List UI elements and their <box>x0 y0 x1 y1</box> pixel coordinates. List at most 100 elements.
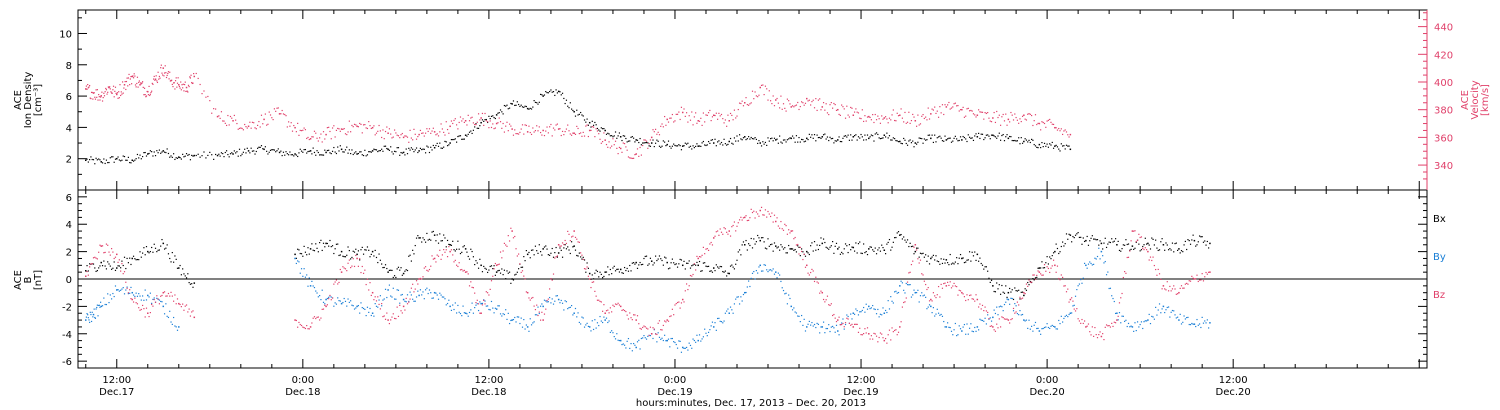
bottom-series-by-point <box>1068 313 1070 316</box>
top-series-0-point <box>706 144 708 146</box>
y-tick-label-left: -4 <box>62 330 72 341</box>
bottom-series-bx-point <box>612 267 614 269</box>
bottom-series-by-point <box>131 291 134 294</box>
top-series-0-point <box>466 135 468 137</box>
bottom-series-by-point <box>1059 322 1061 325</box>
bottom-series-bx-point <box>949 253 951 256</box>
top-series-1-point <box>810 104 812 106</box>
top-series-0-point <box>515 104 517 106</box>
bottom-series-bz-point <box>516 255 518 257</box>
top-series-1-point <box>91 91 93 94</box>
bottom-series-bz-point <box>704 253 706 255</box>
top-series-1-point <box>608 141 610 143</box>
top-series-1-point <box>704 121 706 123</box>
bottom-series-bx-point <box>988 277 990 279</box>
bottom-series-by-point <box>989 317 991 319</box>
bottom-series-bx-point <box>1153 244 1155 246</box>
bottom-series-bz-point <box>324 304 326 306</box>
bottom-series-bx-point <box>338 254 340 257</box>
top-series-0-point <box>286 153 288 155</box>
top-series-0-point <box>439 142 441 144</box>
top-series-1-point <box>878 118 880 120</box>
bottom-series-bz-point <box>705 248 707 250</box>
bottom-series-by-point <box>970 323 972 325</box>
bottom-series-bz-point <box>125 281 127 283</box>
y-tick-label-left: 6 <box>66 92 72 103</box>
bottom-series-bz-point <box>848 322 851 324</box>
top-series-0-point <box>757 142 759 145</box>
bottom-series-by-point <box>479 301 481 303</box>
top-series-0-point <box>1015 140 1017 142</box>
bottom-series-by-point <box>123 293 126 295</box>
top-series-0-point <box>866 134 869 136</box>
bottom-series-by-point <box>945 326 948 328</box>
bottom-series-bz-point <box>1043 264 1046 266</box>
top-series-1-point <box>619 147 622 150</box>
bottom-series-by-point <box>100 301 102 303</box>
top-series-0-point <box>748 136 750 138</box>
bottom-series-bz-point <box>810 271 812 274</box>
top-series-1-point <box>484 112 486 115</box>
bottom-series-bz-point <box>322 308 325 310</box>
top-series-0-point <box>1032 139 1034 141</box>
bottom-series-bx-point <box>351 256 353 259</box>
legend-by: By <box>1433 252 1446 263</box>
top-series-1-point <box>750 102 752 104</box>
bottom-series-bz-point <box>386 312 388 314</box>
top-series-0-point <box>754 137 756 139</box>
top-series-0-point <box>742 137 745 139</box>
top-series-0-point <box>630 136 632 138</box>
bottom-series-by-point <box>948 326 950 328</box>
bottom-series-bx-point <box>678 263 680 265</box>
top-series-0-point <box>399 154 401 156</box>
bottom-series-by-point <box>808 320 810 322</box>
bottom-series-bz-point <box>874 333 876 335</box>
bottom-series-by-point <box>113 295 115 298</box>
bottom-series-bx-point <box>1149 248 1152 250</box>
bottom-series-bx-point <box>812 250 814 252</box>
bottom-series-bz-point <box>1142 247 1144 250</box>
bottom-series-bx-point <box>673 262 675 264</box>
top-series-1-point <box>1001 116 1003 118</box>
bottom-series-by-point <box>526 326 529 328</box>
bottom-series-bz-point <box>188 308 190 310</box>
bottom-series-by-point <box>652 337 654 340</box>
top-series-0-point <box>153 151 155 153</box>
bottom-series-bx-point <box>110 268 113 270</box>
top-series-1-point <box>134 84 137 86</box>
top-series-1-point <box>1064 129 1066 131</box>
bottom-series-by-point <box>561 302 564 304</box>
top-series-1-point <box>154 78 157 80</box>
top-series-1-point <box>152 83 154 85</box>
bottom-series-bx-point <box>160 245 162 247</box>
top-series-0-point <box>1021 142 1024 144</box>
bottom-series-bz-point <box>798 253 800 255</box>
bottom-series-by-point <box>742 293 745 296</box>
top-series-1-point <box>1038 122 1041 125</box>
bottom-series-by-point <box>1049 327 1051 330</box>
top-series-1-point <box>992 117 994 119</box>
top-series-0-point <box>979 137 981 140</box>
bottom-series-bz-point <box>838 316 840 318</box>
bottom-series-by-point <box>339 300 341 302</box>
top-series-1-point <box>981 111 984 113</box>
bottom-series-bz-point <box>652 327 654 329</box>
bottom-series-by-point <box>645 338 648 340</box>
bottom-series-bz-point <box>1140 236 1143 238</box>
bottom-series-bz-point <box>731 226 733 228</box>
bottom-series-bz-point <box>878 336 880 339</box>
top-series-0-point <box>619 136 622 138</box>
bottom-series-bz-point <box>1005 318 1007 320</box>
bottom-series-by-point <box>656 341 658 343</box>
top-series-1-point <box>683 108 685 110</box>
bottom-series-bz-point <box>163 291 166 293</box>
top-series-1-point <box>696 122 698 124</box>
bottom-series-bx-point <box>614 270 617 272</box>
top-series-1-point <box>1046 120 1048 122</box>
bottom-series-by-point <box>866 308 869 310</box>
top-series-0-point <box>1028 139 1030 141</box>
bottom-series-bx-point <box>1036 276 1038 278</box>
bottom-series-by-point <box>506 318 508 321</box>
bottom-series-bz-point <box>1193 278 1196 280</box>
bottom-series-by-point <box>772 268 774 270</box>
